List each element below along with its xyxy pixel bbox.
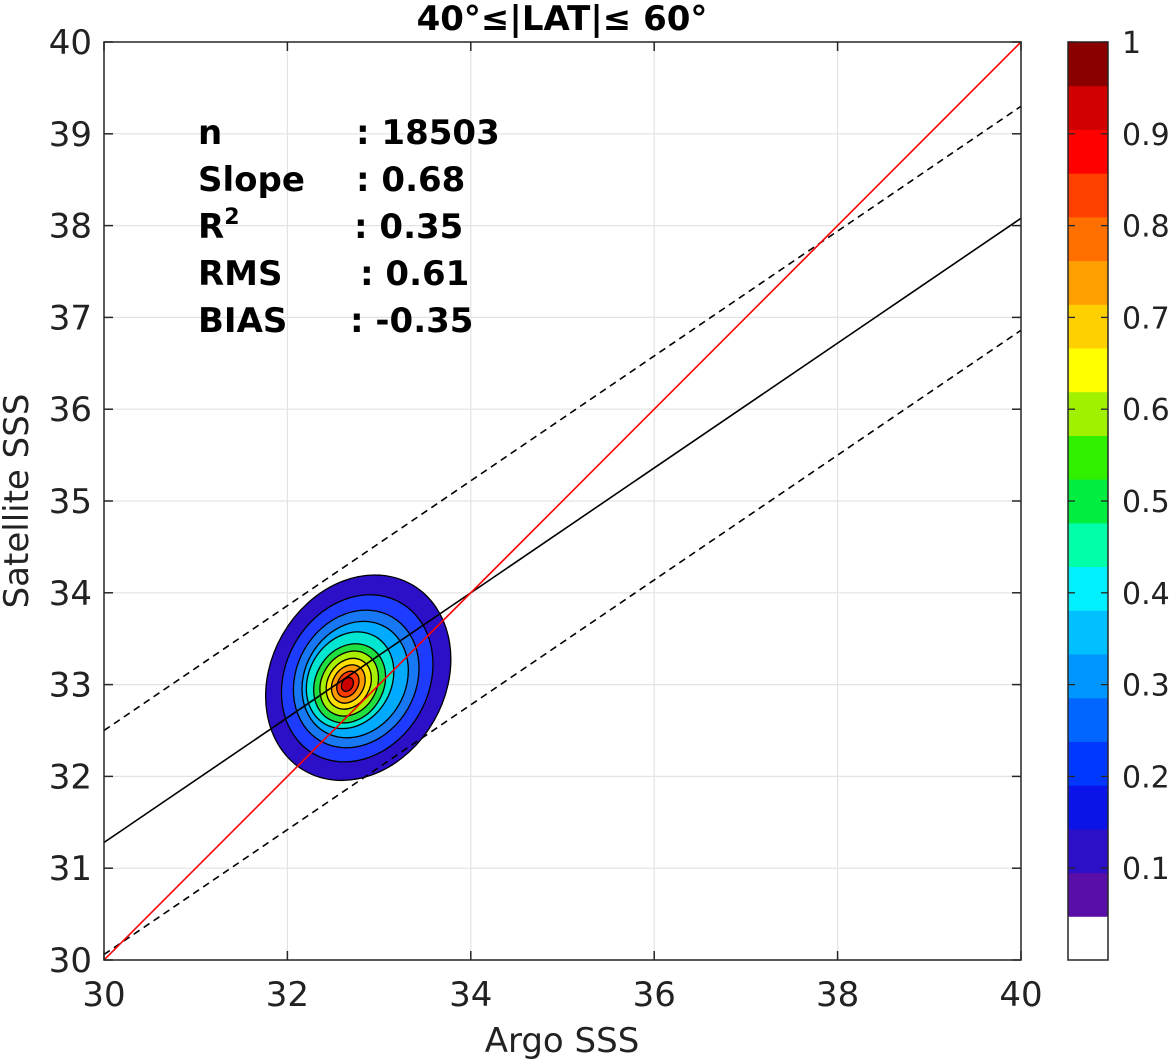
colorbar-segment <box>1068 42 1108 87</box>
colorbar-tick-label: 0.4 <box>1122 577 1170 612</box>
stat-label: RMS <box>198 254 283 294</box>
chart-title: 40°≤|LAT|≤ 60° <box>417 0 708 39</box>
x-tick-label: 34 <box>449 975 492 1015</box>
colorbar-segment <box>1068 697 1108 742</box>
contour-level <box>340 676 355 692</box>
x-axis-label: Argo SSS <box>485 1021 640 1061</box>
colorbar-segment <box>1068 654 1108 699</box>
stat-label: n <box>198 113 222 153</box>
regression-line <box>104 217 1021 844</box>
identity-line <box>104 42 1021 960</box>
colorbar-segment <box>1068 129 1108 174</box>
x-tick-label: 32 <box>266 975 309 1015</box>
stat-value: : -0.35 <box>350 301 473 341</box>
lower-bound-line <box>104 329 1021 956</box>
colorbar-tick-label: 0.5 <box>1122 485 1170 520</box>
y-tick-label: 35 <box>49 482 92 522</box>
colorbar-tick-label: 0.8 <box>1122 210 1170 245</box>
stat-value: : 0.35 <box>354 207 463 247</box>
y-tick-label: 37 <box>49 298 92 338</box>
y-axis-label: Satellite SSS <box>0 394 37 609</box>
colorbar-tick-label: 0.7 <box>1122 301 1170 336</box>
colorbar-segment <box>1068 85 1108 130</box>
y-tick-label: 31 <box>49 849 92 889</box>
colorbar-segment <box>1068 522 1108 568</box>
colorbar: 0.1 0.2 0.3 0.4 0.5 0.6 0.7 0.8 0.9 1 <box>1067 26 1170 961</box>
colorbar-tick-label: 0.6 <box>1122 393 1170 428</box>
y-tick-label: 38 <box>49 207 92 247</box>
colorbar-segment <box>1068 435 1108 480</box>
colorbar-segment <box>1068 173 1108 218</box>
stat-value: : 0.68 <box>356 160 465 200</box>
colorbar-tick-label: 0.3 <box>1122 669 1170 704</box>
colorbar-segment <box>1068 260 1108 305</box>
x-tick-label: 36 <box>633 975 676 1015</box>
y-tick-label: 40 <box>49 23 92 63</box>
stat-label: Slope <box>198 160 305 200</box>
colorbar-segment <box>1068 216 1108 262</box>
y-tick-label: 33 <box>49 666 92 706</box>
y-tick-label: 30 <box>49 941 92 981</box>
x-tick-label: 40 <box>999 975 1042 1015</box>
y-tick-label: 39 <box>49 115 92 155</box>
colorbar-tick-label: 0.2 <box>1122 760 1170 795</box>
colorbar-segment <box>1068 610 1108 655</box>
density-contours <box>264 574 452 782</box>
x-tick-label: 38 <box>816 975 859 1015</box>
colorbar-segment <box>1068 348 1108 393</box>
colorbar-segment <box>1068 566 1108 611</box>
fit-lines <box>104 42 1021 960</box>
upper-bound-line <box>104 105 1021 732</box>
grid-lines <box>103 41 1022 961</box>
colorbar-segment <box>1068 741 1108 786</box>
colorbar-tick-label: 0.1 <box>1122 852 1170 887</box>
colorbar-segment <box>1068 828 1108 874</box>
colorbar-segment <box>1068 872 1108 917</box>
y-tick-label: 32 <box>49 757 92 797</box>
stat-value: : 0.61 <box>360 254 469 294</box>
colorbar-segment <box>1068 916 1108 961</box>
x-tick-label: 30 <box>82 975 125 1015</box>
colorbar-segment <box>1068 304 1108 349</box>
y-tick-label: 34 <box>49 574 92 614</box>
stat-label: BIAS <box>198 301 287 341</box>
colorbar-tick-label: 1 <box>1122 26 1141 61</box>
y-tick-label: 36 <box>49 390 92 430</box>
colorbar-tick-label: 0.9 <box>1122 118 1170 153</box>
axis-ticks: 30 32 34 36 38 40 30 31 32 33 34 35 36 37 38 39 40 <box>49 23 1043 1015</box>
colorbar-segment <box>1068 391 1108 436</box>
colorbar-segment <box>1068 785 1108 830</box>
stat-value: : 18503 <box>356 113 500 153</box>
